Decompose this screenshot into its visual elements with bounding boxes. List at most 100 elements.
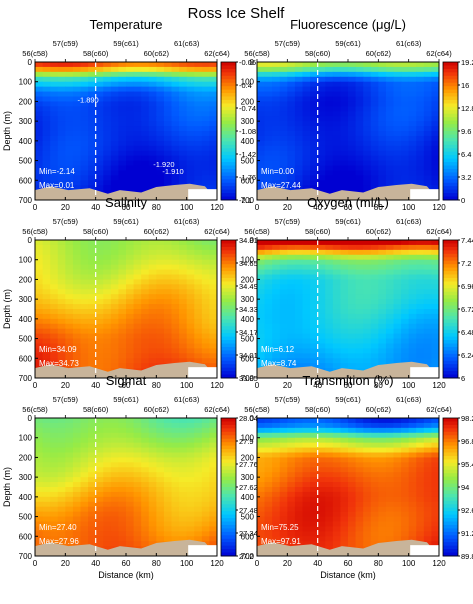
heatmap-cell (186, 422, 195, 429)
heatmap-cell (294, 279, 304, 285)
heatmap-cell (370, 526, 379, 532)
colorbar-swatch (221, 329, 236, 334)
heatmap-cell (72, 477, 82, 483)
heatmap-cell (42, 452, 51, 459)
heatmap-cell (88, 482, 97, 488)
heatmap-cell (103, 284, 112, 290)
heatmap-cell (95, 111, 104, 117)
heatmap-cell (35, 358, 44, 364)
heatmap-cell (363, 170, 372, 176)
heatmap-cell (148, 506, 157, 513)
heatmap-cell (294, 318, 304, 325)
heatmap-cell (431, 526, 439, 532)
heatmap-cell (317, 358, 326, 364)
heatmap-cell (80, 165, 89, 172)
heatmap-cell (156, 482, 165, 488)
heatmap-cell (163, 442, 173, 449)
heatmap-cell (50, 442, 59, 449)
heatmap-cell (72, 116, 82, 122)
heatmap-cell (141, 284, 150, 290)
heatmap-cell (431, 323, 439, 330)
heatmap-cell (355, 462, 364, 468)
heatmap-cell (332, 62, 342, 68)
heatmap-cell (370, 150, 379, 157)
heatmap-cell (35, 249, 44, 256)
heatmap-cell (264, 269, 273, 276)
heatmap-cell (279, 328, 288, 335)
heatmap-cell (294, 150, 304, 157)
heatmap-cell (72, 462, 82, 468)
heatmap-cell (325, 309, 334, 315)
heatmap-cell (355, 140, 364, 147)
heatmap-cell (416, 447, 425, 454)
heatmap-cell (287, 422, 296, 429)
heatmap-cell (209, 121, 217, 127)
heatmap-cell (287, 309, 296, 315)
heatmap-cell (257, 111, 266, 117)
heatmap-cell (340, 496, 349, 503)
heatmap-cell (118, 491, 127, 498)
heatmap-cell (201, 477, 211, 483)
heatmap-cell (118, 254, 127, 261)
heatmap-cell (171, 165, 180, 172)
heatmap-cell (179, 289, 188, 295)
heatmap-cell (401, 422, 410, 429)
heatmap-cell (163, 294, 173, 300)
heatmap-cell (348, 279, 357, 285)
heatmap-cell (416, 160, 425, 167)
colorbar-swatch (443, 490, 458, 495)
heatmap-cell (50, 180, 59, 186)
colorbar: 19.21612.89.66.43.20 (442, 58, 473, 205)
heatmap-cell (95, 338, 104, 345)
x-tick-label: 100 (402, 381, 416, 390)
heatmap-cell (126, 491, 135, 498)
heatmap-cell (325, 190, 334, 196)
heatmap-cell (272, 309, 281, 315)
heatmap-cell (103, 348, 112, 354)
heatmap-cell (126, 150, 135, 157)
colorbar-swatch (443, 535, 458, 540)
heatmap-cell (50, 91, 59, 98)
station-labels: 56(c58)57(c59)58(c60)59(c61)60(c62)61(c6… (22, 217, 230, 240)
heatmap-cell (378, 175, 387, 181)
heatmap-cell (294, 526, 304, 532)
heatmap-cell (348, 328, 357, 335)
heatmap-cell (194, 472, 203, 478)
heatmap-cell (133, 521, 142, 528)
heatmap-cell (103, 91, 112, 98)
heatmap-cell (201, 432, 211, 439)
heatmap-cell (118, 140, 127, 147)
heatmap-cell (363, 348, 372, 354)
heatmap-cell (201, 180, 211, 186)
heatmap-cell (163, 422, 173, 429)
heatmap-cell (65, 121, 74, 127)
heatmap-cell (310, 279, 319, 285)
heatmap-cell (171, 353, 180, 359)
colorbar-swatch (221, 360, 236, 365)
heatmap-cell (186, 121, 195, 127)
heatmap-cell (35, 135, 44, 142)
heatmap-cell (348, 71, 357, 78)
heatmap-cell (80, 86, 89, 93)
heatmap-cell (156, 472, 165, 478)
heatmap-cell (88, 447, 97, 454)
y-tick-label: 600 (241, 354, 255, 363)
heatmap-cell (257, 309, 266, 315)
heatmap-cell (401, 279, 410, 285)
heatmap-cell (317, 457, 326, 463)
heatmap-cell (65, 249, 74, 256)
heatmap-cell (126, 62, 135, 68)
heatmap-cell (408, 121, 417, 127)
heatmap-cell (209, 482, 217, 488)
heatmap-cell (186, 71, 195, 78)
y-tick-label: 0 (250, 414, 255, 423)
heatmap-cell (431, 358, 439, 364)
station-label: 59(c61) (335, 39, 361, 48)
x-tick-label: 120 (432, 559, 446, 568)
heatmap-cell (72, 472, 82, 478)
heatmap-cell (401, 116, 410, 122)
heatmap-cell (35, 304, 44, 310)
colorbar-swatch (221, 336, 236, 341)
heatmap-cell (141, 318, 150, 325)
heatmap-cell (141, 452, 150, 459)
